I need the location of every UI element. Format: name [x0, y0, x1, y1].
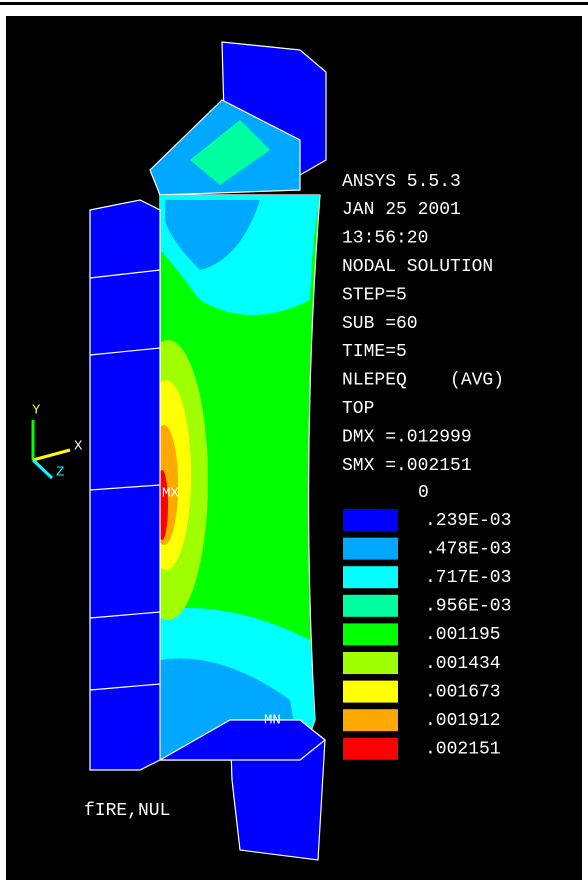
legend-label: .001912 — [425, 711, 501, 731]
triad-label: Y — [32, 403, 41, 419]
legend-swatch — [343, 566, 398, 588]
triad-label: X — [74, 439, 83, 455]
min-marker: MN — [264, 713, 281, 729]
legend-zero: 0 — [418, 483, 429, 503]
footer: fIRE,NUL — [84, 801, 170, 821]
legend-label: .239E-03 — [425, 511, 511, 531]
ansys-plot: Y X Z MX MN fIRE,NUL 0 ANSYS 5.5.3 JAN 25… — [0, 0, 588, 886]
info-line: DMX =.012999 — [342, 427, 472, 447]
legend-label: .001434 — [425, 654, 501, 674]
info-line: TOP — [342, 399, 374, 419]
info-line: SMX =.002151 — [342, 456, 472, 476]
top-rule — [0, 2, 588, 5]
legend-swatch — [343, 681, 398, 703]
info-line: NODAL SOLUTION — [342, 257, 493, 277]
info-line: NLEPEQ (AVG) — [342, 371, 504, 391]
legend-swatch — [343, 595, 398, 617]
legend-label: .478E-03 — [425, 539, 511, 559]
info-line: 13:56:20 — [342, 229, 428, 249]
legend-swatch — [343, 623, 398, 645]
legend-label: .002151 — [425, 740, 501, 760]
legend-label: .717E-03 — [425, 568, 511, 588]
triad-label: Z — [56, 465, 64, 481]
legend-swatch — [343, 709, 398, 731]
info-line: ANSYS 5.5.3 — [342, 172, 461, 192]
info-line: TIME=5 — [342, 342, 407, 362]
info-line: JAN 25 2001 — [342, 200, 461, 220]
legend-swatch — [343, 652, 398, 674]
max-marker: MX — [162, 486, 179, 502]
legend-label: .001195 — [425, 625, 501, 645]
legend-swatch — [343, 538, 398, 560]
legend-label: .001673 — [425, 682, 501, 702]
info-line: STEP=5 — [342, 285, 407, 305]
legend-label: .956E-03 — [425, 597, 511, 617]
info-line: SUB =60 — [342, 314, 418, 334]
legend-swatch — [343, 509, 398, 531]
legend-swatch — [343, 738, 398, 760]
